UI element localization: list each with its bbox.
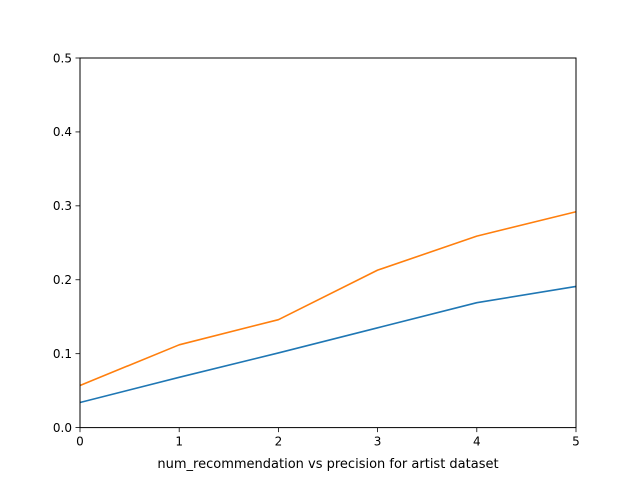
y-tick-label: 0.3 xyxy=(53,199,72,213)
plot-frame xyxy=(79,57,577,429)
x-tick-label: 5 xyxy=(572,435,580,449)
series-line-2 xyxy=(79,210,577,387)
y-tick-label: 0.1 xyxy=(53,347,72,361)
x-tick-label: 0 xyxy=(76,435,84,449)
y-axis-ticks: 0.0 0.1 0.2 0.3 0.4 0.5 xyxy=(53,51,80,435)
y-tick-label: 0.5 xyxy=(53,51,72,65)
y-tick-label: 0.0 xyxy=(53,421,72,435)
y-tick-label: 0.2 xyxy=(53,273,72,287)
y-tick-label: 0.4 xyxy=(53,125,72,139)
x-tick-label: 4 xyxy=(473,435,481,449)
x-tick-label: 2 xyxy=(275,435,283,449)
series-line-1 xyxy=(79,285,577,404)
series-layer xyxy=(79,210,577,404)
x-axis-ticks: 0 1 2 3 4 5 xyxy=(76,427,580,449)
x-axis-label: num_recommendation vs precision for arti… xyxy=(157,457,498,472)
x-tick-label: 1 xyxy=(175,435,183,449)
x-tick-label: 3 xyxy=(374,435,382,449)
